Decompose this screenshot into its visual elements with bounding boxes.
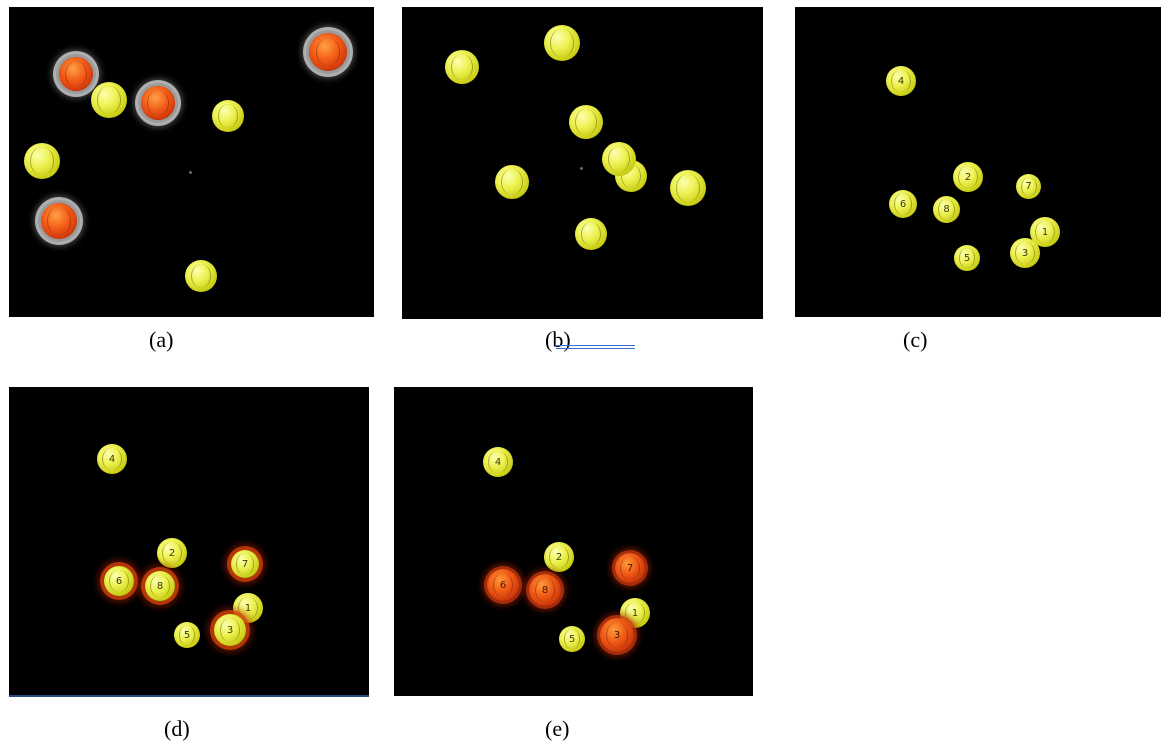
ball-number: 4 [897,75,905,87]
panel-a-scene [9,7,374,317]
ball-3: 3 [214,614,246,646]
ball-7: 7 [231,550,259,578]
ball-1: 1 [1030,217,1060,247]
ball-number: 7 [626,562,634,574]
ball [91,82,127,118]
ball-6: 6 [104,566,134,596]
ball-number: 5 [568,633,576,645]
ball-5: 5 [954,245,980,271]
caption-e: (e) [545,716,570,741]
panel-c-scene: 4 2 7 6 8 1 3 5 [795,7,1161,317]
panel-d-scene: 4 2 7 6 8 1 3 5 [9,387,369,697]
ball [445,50,479,84]
ball-6: 6 [889,190,917,218]
ball-number: 2 [168,547,176,559]
ball-5: 5 [174,622,200,648]
ball-2: 2 [544,542,574,572]
ball-6: 6 [487,569,519,601]
ball-3: 3 [1010,238,1040,268]
panel-e-scene: 4 2 7 6 8 1 3 5 [394,387,753,696]
ball [575,218,607,250]
ball-7: 7 [1016,174,1041,199]
ball [544,25,580,61]
target-ball [141,86,175,120]
fixation-dot [580,167,583,170]
ball-4: 4 [886,66,916,96]
ball [602,142,636,176]
ball-2: 2 [157,538,187,568]
ball-number: 3 [1021,247,1029,259]
ball-number: 4 [108,453,116,465]
ball [212,100,244,132]
caption-c: (c) [903,327,928,352]
ball-3: 3 [600,618,634,652]
ball-4: 4 [97,444,127,474]
ball-number: 8 [943,204,950,215]
ball-number: 1 [244,602,252,614]
panel-b-scene [402,7,763,319]
ball [185,260,217,292]
ball-5: 5 [559,626,585,652]
ball-4: 4 [483,447,513,477]
ball-number: 5 [183,629,191,641]
target-ball [59,57,93,91]
double-underline [556,345,635,349]
ball-number: 7 [1025,181,1032,192]
ball-number: 2 [964,171,972,183]
ball-8: 8 [145,571,175,601]
ball-number: 6 [499,579,507,591]
ball-8: 8 [933,196,960,223]
ball-number: 7 [241,558,249,570]
ball-number: 2 [555,551,563,563]
ball-1: 1 [233,593,263,623]
ball-number: 8 [541,584,549,596]
ball-number: 8 [156,580,164,592]
caption-d: (d) [164,716,190,741]
ball-number: 5 [963,252,971,264]
fixation-dot [189,171,192,174]
ball-number: 6 [115,575,123,587]
ball-number: 4 [494,456,502,468]
ball-number: 6 [899,198,907,210]
ball-number: 1 [1041,226,1049,238]
ball-7: 7 [615,553,645,583]
ball-8: 8 [529,574,561,606]
ball-2: 2 [953,162,983,192]
ball [495,165,529,199]
caption-a: (a) [149,327,174,352]
ball-number: 1 [631,607,639,619]
target-ball [41,203,77,239]
target-ball [309,33,347,71]
ball [670,170,706,206]
ball-number: 3 [613,629,621,641]
ball [569,105,603,139]
ball-number: 3 [226,624,234,636]
caption-b: (b) [545,327,571,352]
ball [24,143,60,179]
ball-1: 1 [620,598,650,628]
